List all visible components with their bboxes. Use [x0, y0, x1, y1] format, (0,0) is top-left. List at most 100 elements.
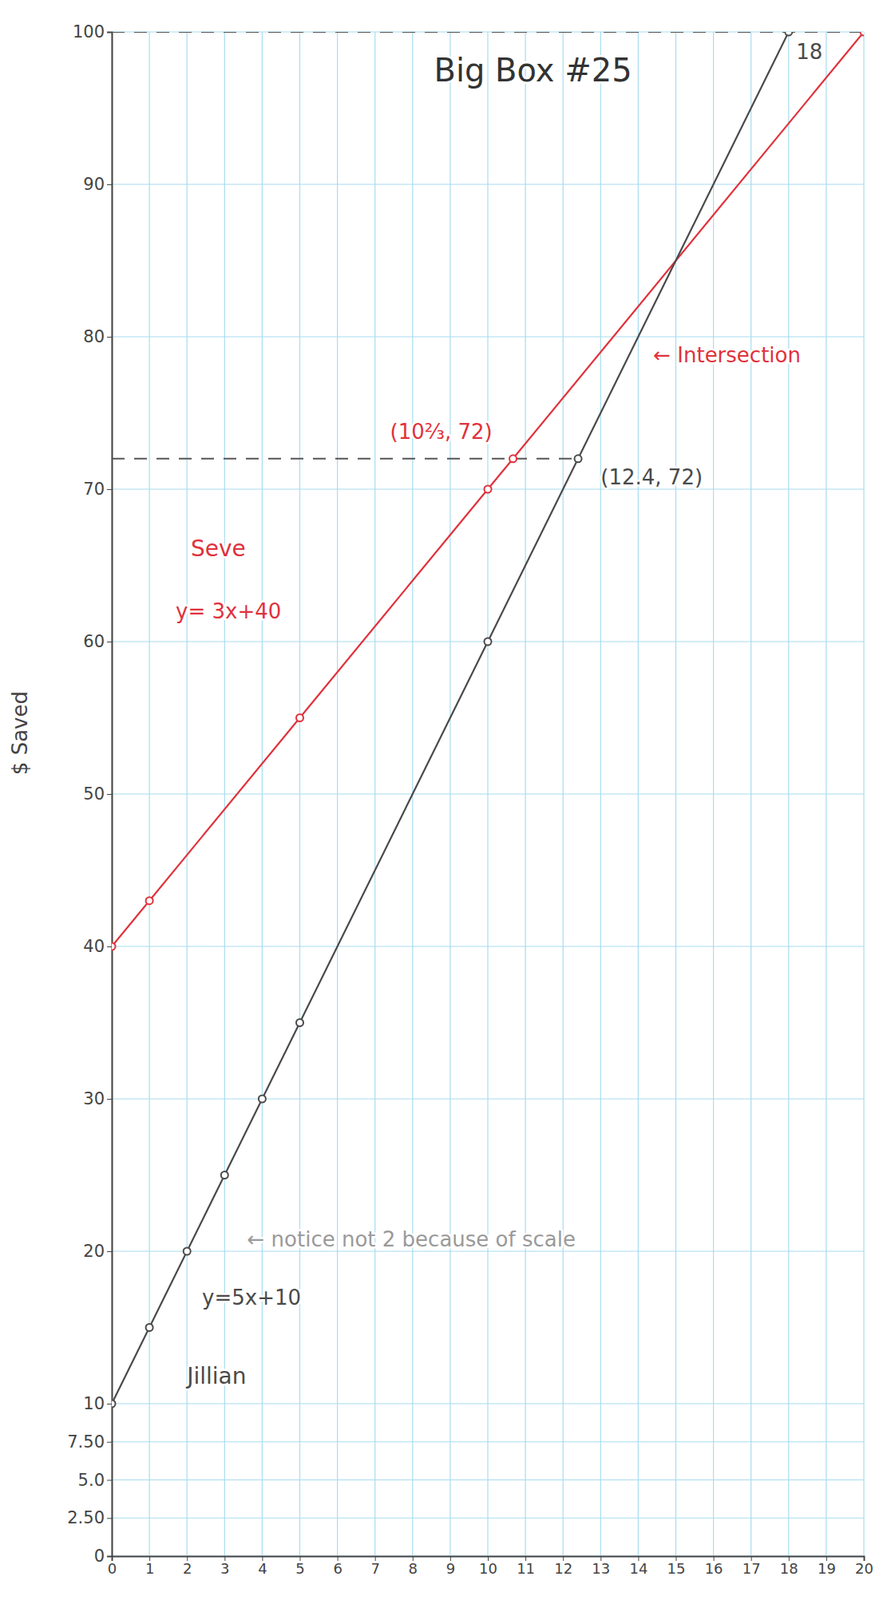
x-tick-label: 4 [257, 1560, 267, 1578]
x-tick-label: 8 [408, 1560, 418, 1578]
x-tick: 19 [817, 1556, 836, 1578]
y-tick-label: 30 [83, 1089, 105, 1109]
x-tick-label: 20 [855, 1560, 874, 1578]
series-line [111, 31, 864, 947]
y-tick-mark [106, 1251, 112, 1253]
series-point [574, 455, 583, 463]
x-tick-label: 18 [780, 1560, 799, 1578]
reference-line [111, 458, 579, 460]
annotation: y=5x+10 [201, 1286, 301, 1311]
x-tick-label: 12 [554, 1560, 573, 1578]
y-tick: 20 [83, 1242, 112, 1262]
y-tick-mark [106, 31, 112, 33]
y-tick: 40 [83, 937, 112, 957]
series-name: Jillian [185, 1363, 246, 1390]
y-tick: 80 [83, 327, 112, 347]
x-tick: 1 [145, 1556, 155, 1578]
series-point [146, 1324, 154, 1332]
grid [111, 31, 864, 1557]
series-point [221, 1172, 229, 1180]
x-tick: 15 [667, 1556, 686, 1578]
series-point [509, 455, 517, 463]
y-tick-mark [106, 1099, 112, 1101]
y-tick: 7.50 [67, 1433, 112, 1453]
y-tick-mark [106, 794, 112, 796]
x-tick-label: 15 [667, 1560, 686, 1578]
x-tick: 12 [554, 1556, 573, 1578]
series-line [111, 31, 789, 1405]
x-tick-label: 16 [704, 1560, 724, 1578]
y-axis: 02.505.07.50102030405060708090100 [67, 22, 112, 1567]
y-tick: 90 [83, 174, 112, 195]
y-tick-label: 7.50 [67, 1433, 105, 1453]
y-tick-mark [106, 184, 112, 186]
y-tick-label: 0 [94, 1547, 105, 1567]
x-tick-label: 0 [107, 1560, 117, 1578]
series-point [860, 31, 865, 36]
y-grid-line [111, 1480, 864, 1482]
series-point [484, 486, 492, 494]
y-tick-label: 2.50 [67, 1508, 105, 1529]
annotation: y= 3x+40 [175, 599, 282, 624]
y-grid-line [111, 1403, 864, 1405]
y-tick-mark [106, 1556, 112, 1558]
annotation: ← Intersection [653, 343, 801, 368]
x-tick: 13 [591, 1556, 610, 1578]
x-tick: 8 [408, 1556, 418, 1578]
y-tick-label: 80 [83, 327, 105, 347]
series-point [784, 31, 792, 36]
y-tick-mark [106, 1481, 112, 1482]
annotation: (12.4, 72) [600, 465, 703, 490]
x-tick: 5 [295, 1556, 305, 1578]
series-point [111, 1401, 116, 1409]
x-tick-label: 1 [145, 1560, 155, 1578]
reference-line [111, 31, 864, 33]
chart-svg: 0123456789101112131415161718192002.505.0… [0, 0, 891, 1600]
annotation: ← notice not 2 because of scale [247, 1227, 576, 1252]
x-tick: 9 [446, 1556, 456, 1578]
y-tick: 2.50 [67, 1508, 112, 1529]
chart-root: 0123456789101112131415161718192002.505.0… [0, 0, 891, 1600]
y-tick-mark [106, 1442, 112, 1444]
series-point [296, 714, 304, 722]
y-grid-line [111, 1098, 864, 1100]
x-tick-label: 13 [591, 1560, 610, 1578]
y-tick-label: 5.0 [78, 1471, 105, 1491]
y-tick-mark [106, 336, 112, 338]
series-point [296, 1019, 304, 1027]
annotation: (10⅔, 72) [390, 419, 493, 444]
y-tick: 100 [72, 22, 112, 42]
x-tick: 18 [780, 1556, 799, 1578]
x-tick: 4 [257, 1556, 267, 1578]
x-tick: 6 [332, 1556, 342, 1578]
y-grid-line [111, 1441, 864, 1443]
y-tick-label: 20 [83, 1242, 105, 1262]
y-grid-line [111, 793, 864, 795]
y-tick-label: 40 [83, 937, 105, 957]
y-tick-label: 90 [83, 174, 105, 195]
x-tick-label: 2 [182, 1560, 192, 1578]
x-tick: 7 [370, 1556, 380, 1578]
y-tick: 50 [83, 784, 112, 804]
x-tick: 2 [182, 1556, 192, 1578]
x-tick: 3 [220, 1556, 230, 1578]
x-tick-label: 19 [817, 1560, 836, 1578]
x-tick: 20 [855, 1556, 874, 1578]
x-tick-label: 14 [629, 1560, 648, 1578]
y-grid-line [111, 946, 864, 947]
y-grid-line [111, 183, 864, 185]
marks [111, 31, 864, 1409]
y-tick: 60 [83, 632, 112, 652]
series-point [146, 897, 154, 905]
x-tick: 17 [742, 1556, 761, 1578]
x-tick-label: 6 [332, 1560, 342, 1578]
y-axis-title: $ Saved [7, 691, 32, 776]
y-tick: 10 [83, 1394, 112, 1414]
y-tick: 5.0 [78, 1471, 112, 1491]
y-tick: 0 [94, 1547, 112, 1567]
y-tick-mark [106, 1404, 112, 1406]
y-axis-line [106, 32, 113, 1558]
x-tick: 14 [629, 1556, 648, 1578]
y-grid-line [111, 31, 864, 32]
x-tick-label: 17 [742, 1560, 761, 1578]
